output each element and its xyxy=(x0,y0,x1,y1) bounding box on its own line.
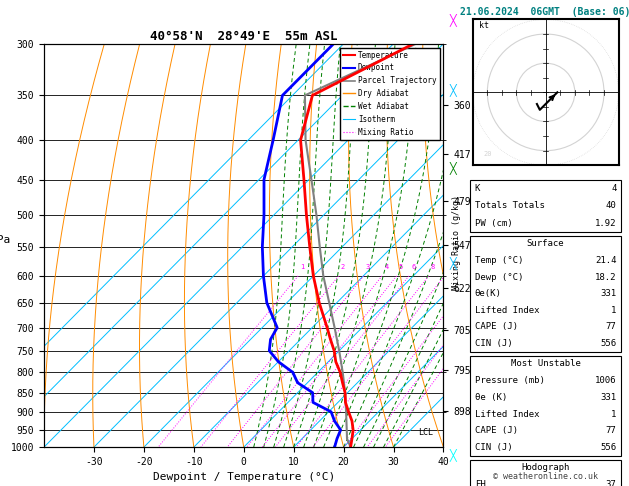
Text: Lifted Index: Lifted Index xyxy=(475,306,539,315)
Text: CAPE (J): CAPE (J) xyxy=(475,426,518,435)
FancyBboxPatch shape xyxy=(470,180,621,232)
Text: 4: 4 xyxy=(384,264,389,271)
Text: Hodograph: Hodograph xyxy=(521,463,570,472)
Text: Surface: Surface xyxy=(527,239,564,248)
Text: 2: 2 xyxy=(341,264,345,271)
Text: 4: 4 xyxy=(611,184,616,193)
Text: 556: 556 xyxy=(601,339,616,348)
FancyBboxPatch shape xyxy=(470,236,621,352)
Text: ╳: ╳ xyxy=(450,448,456,461)
Text: CIN (J): CIN (J) xyxy=(475,443,513,452)
Text: Totals Totals: Totals Totals xyxy=(475,201,545,210)
Text: ╳: ╳ xyxy=(450,256,456,269)
Title: 40°58'N  28°49'E  55m ASL: 40°58'N 28°49'E 55m ASL xyxy=(150,30,338,43)
Text: 331: 331 xyxy=(601,289,616,298)
Text: 8: 8 xyxy=(431,264,435,271)
Text: EH: EH xyxy=(475,481,486,486)
Text: Mixing Ratio (g/kg): Mixing Ratio (g/kg) xyxy=(452,195,460,291)
Y-axis label: km
ASL: km ASL xyxy=(476,245,494,267)
Y-axis label: hPa: hPa xyxy=(0,235,10,245)
Text: 1006: 1006 xyxy=(595,376,616,385)
Text: K: K xyxy=(475,184,480,193)
Text: PW (cm): PW (cm) xyxy=(475,219,513,227)
Text: © weatheronline.co.uk: © weatheronline.co.uk xyxy=(493,472,598,481)
Text: 3: 3 xyxy=(366,264,370,271)
Text: CIN (J): CIN (J) xyxy=(475,339,513,348)
Text: CAPE (J): CAPE (J) xyxy=(475,323,518,331)
Text: 77: 77 xyxy=(606,426,616,435)
Text: Dewp (°C): Dewp (°C) xyxy=(475,273,523,282)
Text: 1.92: 1.92 xyxy=(595,219,616,227)
Text: 21.4: 21.4 xyxy=(595,256,616,265)
Text: ╳: ╳ xyxy=(450,84,456,96)
Text: ╳: ╳ xyxy=(450,13,456,26)
Text: 37: 37 xyxy=(606,481,616,486)
Text: 40: 40 xyxy=(606,201,616,210)
Text: Temp (°C): Temp (°C) xyxy=(475,256,523,265)
Text: 1: 1 xyxy=(611,410,616,418)
Text: Most Unstable: Most Unstable xyxy=(511,359,581,368)
Text: 21.06.2024  06GMT  (Base: 06): 21.06.2024 06GMT (Base: 06) xyxy=(460,7,629,17)
Text: θe(K): θe(K) xyxy=(475,289,502,298)
Text: 5: 5 xyxy=(399,264,403,271)
Text: Lifted Index: Lifted Index xyxy=(475,410,539,418)
X-axis label: Dewpoint / Temperature (°C): Dewpoint / Temperature (°C) xyxy=(153,472,335,483)
Text: 1: 1 xyxy=(611,306,616,315)
FancyBboxPatch shape xyxy=(470,356,621,456)
Text: θe (K): θe (K) xyxy=(475,393,507,402)
Text: 77: 77 xyxy=(606,323,616,331)
Text: 20: 20 xyxy=(483,152,492,157)
Text: 18.2: 18.2 xyxy=(595,273,616,282)
Legend: Temperature, Dewpoint, Parcel Trajectory, Dry Adiabat, Wet Adiabat, Isotherm, Mi: Temperature, Dewpoint, Parcel Trajectory… xyxy=(340,48,440,139)
Text: ╳: ╳ xyxy=(450,161,456,174)
Text: 1: 1 xyxy=(301,264,305,271)
Text: LCL: LCL xyxy=(418,428,433,437)
Text: 6: 6 xyxy=(411,264,415,271)
Text: Pressure (mb): Pressure (mb) xyxy=(475,376,545,385)
FancyBboxPatch shape xyxy=(470,460,621,486)
Text: 556: 556 xyxy=(601,443,616,452)
Text: 331: 331 xyxy=(601,393,616,402)
Text: kt: kt xyxy=(479,21,489,30)
